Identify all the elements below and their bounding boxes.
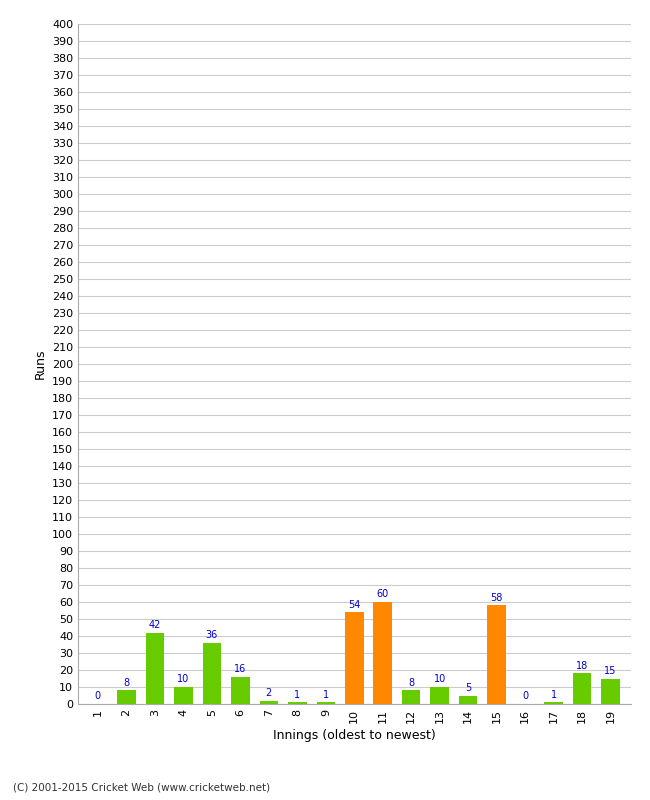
- Bar: [117, 690, 136, 704]
- Bar: [601, 678, 620, 704]
- Bar: [174, 687, 192, 704]
- Bar: [317, 702, 335, 704]
- Text: 16: 16: [234, 664, 246, 674]
- Text: 1: 1: [294, 690, 300, 700]
- Bar: [231, 677, 250, 704]
- Text: 60: 60: [376, 590, 389, 599]
- Bar: [345, 612, 363, 704]
- Bar: [146, 633, 164, 704]
- Text: 18: 18: [576, 661, 588, 671]
- Text: 15: 15: [604, 666, 617, 676]
- Text: 0: 0: [95, 691, 101, 702]
- Text: 54: 54: [348, 600, 361, 610]
- X-axis label: Innings (oldest to newest): Innings (oldest to newest): [273, 729, 436, 742]
- Bar: [459, 695, 477, 704]
- Text: 1: 1: [551, 690, 556, 700]
- Text: 8: 8: [124, 678, 129, 688]
- Bar: [573, 674, 592, 704]
- Bar: [288, 702, 307, 704]
- Text: (C) 2001-2015 Cricket Web (www.cricketweb.net): (C) 2001-2015 Cricket Web (www.cricketwe…: [13, 782, 270, 792]
- Text: 10: 10: [177, 674, 190, 685]
- Text: 58: 58: [491, 593, 503, 603]
- Bar: [544, 702, 563, 704]
- Bar: [374, 602, 392, 704]
- Bar: [488, 606, 506, 704]
- Text: 8: 8: [408, 678, 414, 688]
- Bar: [203, 643, 221, 704]
- Text: 0: 0: [522, 691, 528, 702]
- Text: 2: 2: [266, 688, 272, 698]
- Text: 36: 36: [206, 630, 218, 640]
- Bar: [402, 690, 421, 704]
- Text: 5: 5: [465, 683, 471, 693]
- Bar: [430, 687, 449, 704]
- Y-axis label: Runs: Runs: [33, 349, 46, 379]
- Text: 42: 42: [149, 620, 161, 630]
- Bar: [259, 701, 278, 704]
- Text: 10: 10: [434, 674, 446, 685]
- Text: 1: 1: [322, 690, 329, 700]
